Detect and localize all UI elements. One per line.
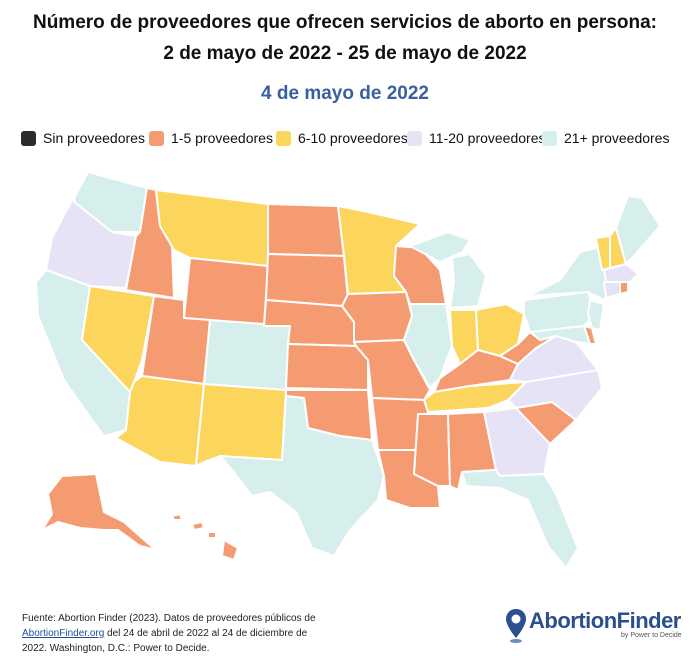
state-alaska xyxy=(41,473,157,551)
chart-title: Número de proveedores que ofrecen servic… xyxy=(32,12,657,33)
legend-swatch xyxy=(21,130,36,146)
state-colorado xyxy=(203,319,291,391)
state-new-york xyxy=(527,245,611,301)
state-massachusetts xyxy=(603,263,639,283)
source-link[interactable]: AbortionFinder.org xyxy=(22,628,105,639)
state-south-dakota xyxy=(265,253,349,307)
state-michigan xyxy=(409,231,487,309)
logo-tagline: by Power to Decide xyxy=(621,632,682,639)
legend-swatch xyxy=(276,130,291,146)
legend-item-21plus: 21+ proveedores xyxy=(542,127,669,149)
legend-item-none: Sin proveedores xyxy=(21,127,145,149)
state-illinois xyxy=(403,303,453,389)
legend-label: 1-5 proveedores xyxy=(171,130,273,146)
state-florida xyxy=(461,469,579,569)
state-hawaii xyxy=(171,513,239,561)
legend: Sin proveedores 1-5 proveedores 6-10 pro… xyxy=(21,127,681,149)
state-north-dakota xyxy=(267,203,345,257)
state-rhode-island xyxy=(619,281,629,295)
legend-item-6-10: 6-10 proveedores xyxy=(276,127,408,149)
us-map xyxy=(35,171,661,569)
state-maine xyxy=(615,195,661,265)
source-footer: Fuente: Abortion Finder (2023). Datos de… xyxy=(22,611,322,656)
source-text: Fuente: Abortion Finder (2023). Datos de… xyxy=(22,613,316,624)
map-date: 4 de mayo de 2022 xyxy=(261,83,429,104)
state-mississippi xyxy=(413,413,451,487)
legend-swatch xyxy=(542,130,557,146)
chart-subtitle: 2 de mayo de 2022 - 25 de mayo de 2022 xyxy=(163,43,527,64)
map-pin-icon xyxy=(506,609,526,643)
state-new-jersey xyxy=(587,299,605,331)
legend-item-11-20: 11-20 proveedores xyxy=(407,127,545,149)
legend-label: 6-10 proveedores xyxy=(298,130,408,146)
legend-swatch xyxy=(149,130,164,146)
state-connecticut xyxy=(603,281,621,299)
legend-item-1-5: 1-5 proveedores xyxy=(149,127,273,149)
state-new-mexico xyxy=(195,383,287,467)
legend-label: Sin proveedores xyxy=(43,130,145,146)
legend-label: 21+ proveedores xyxy=(564,130,670,146)
state-kansas xyxy=(285,343,369,391)
logo-name: AbortionFinder xyxy=(529,608,681,633)
state-delaware xyxy=(583,325,597,345)
state-oregon xyxy=(45,199,137,289)
legend-swatch xyxy=(407,130,422,146)
abortion-finder-logo: AbortionFinder by Power to Decide xyxy=(505,606,682,646)
state-wyoming xyxy=(183,257,269,327)
legend-label: 11-20 proveedores xyxy=(429,130,546,146)
state-texas xyxy=(219,395,385,557)
source-text-suffix: del 24 de abril de 2022 al 24 de diciemb… xyxy=(22,628,308,654)
